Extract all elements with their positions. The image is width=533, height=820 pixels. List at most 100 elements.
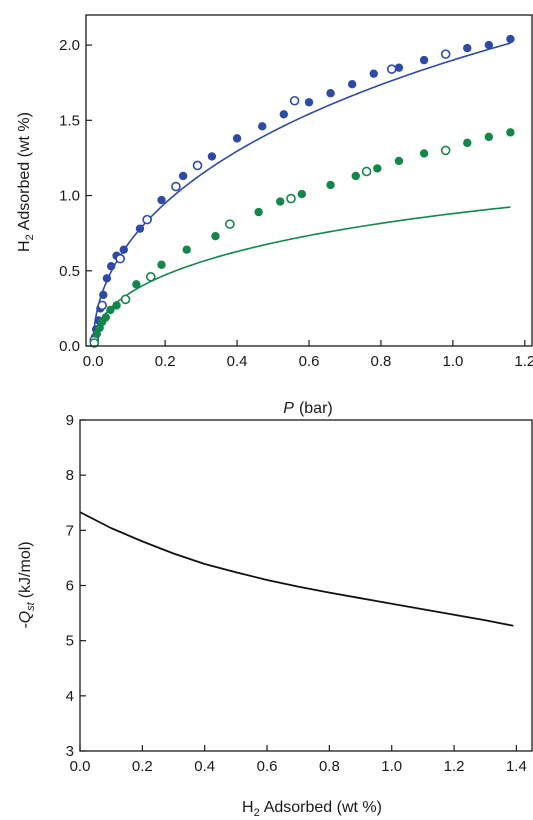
- isotherm-panel: 0.0 0.2 0.4 0.6 0.8 1.0 1.2 0.0 0.5 1.0 1.5 2.0 P (b…: [16, 14, 533, 417]
- blue-fit-curve: [93, 42, 511, 331]
- green-filled-point: [101, 313, 110, 322]
- green-filled-point: [394, 156, 404, 166]
- qst-y-tick-label: 8: [66, 467, 74, 484]
- qst-y-tick-label: 3: [66, 743, 74, 760]
- qst-y-tick-label: 9: [66, 412, 74, 429]
- qst-x-axis-label: Adsorbed (wt %): [264, 799, 382, 816]
- blue-open-point: [142, 214, 152, 225]
- blue-open-point: [171, 181, 181, 192]
- blue-open-point: [289, 95, 300, 106]
- blue-filled-point: [157, 195, 166, 205]
- green-open-point: [89, 338, 100, 348]
- green-filled-point: [419, 149, 429, 158]
- qst-x-tick-label: 0.0: [70, 758, 91, 775]
- blue-filled-point: [463, 43, 472, 53]
- qst-y-axis-symbol: -Q: [17, 611, 34, 629]
- green-filled-point: [157, 260, 166, 269]
- blue-filled-point: [394, 63, 404, 72]
- blue-filled-point: [106, 262, 116, 271]
- qst-y-axis-label: (kJ/mol): [17, 541, 34, 598]
- blue-filled-point: [347, 80, 357, 89]
- green-filled-point: [132, 280, 141, 289]
- green-open-point: [361, 166, 372, 177]
- isotherm-y-tick-label: 2.0: [59, 37, 80, 54]
- qst-y-tick-label: 7: [66, 522, 74, 539]
- green-filled-point: [506, 128, 515, 137]
- isotherm-y-axis-subscript: 2: [24, 234, 36, 240]
- isotherm-y-axis-title: H2 Adsorbed (wt %): [16, 112, 36, 252]
- blue-filled-point: [369, 69, 378, 78]
- isotherm-y-tick-label: 1.0: [59, 188, 80, 205]
- isotherm-x-axis-title: P (bar): [283, 400, 332, 417]
- isotherm-x-tick-label: 0.2: [155, 353, 176, 370]
- isotherm-x-tick-label: 1.0: [442, 353, 463, 370]
- isotherm-x-tick-label: 0.8: [371, 353, 392, 370]
- green-filled-point: [211, 231, 220, 241]
- green-open-point: [145, 271, 156, 282]
- qst-plot-frame: [79, 419, 533, 752]
- green-open-point: [286, 193, 296, 204]
- isotherm-y-tick-label: 1.5: [59, 112, 80, 129]
- blue-filled-point: [102, 274, 112, 283]
- blue-filled-point: [304, 98, 314, 107]
- qst-x-tick-label: 0.4: [194, 758, 215, 775]
- qst-x-axis-subscript: 2: [254, 807, 260, 819]
- qst-panel: 0.0 0.2 0.4 0.6 0.8 1.0 1.2 1.4 3 4 5 6 7 8 9 H2 Adsorb…: [17, 412, 533, 819]
- isotherm-x-tick-label: 0.0: [83, 353, 104, 370]
- blue-filled-point: [258, 122, 267, 131]
- green-filled-point: [373, 164, 382, 173]
- qst-y-axis-subscript: st: [25, 601, 37, 611]
- green-filled-point: [326, 180, 335, 190]
- blue-filled-point: [119, 245, 128, 254]
- isotherm-plot-frame: [85, 14, 533, 347]
- isotherm-x-axis-label: (bar): [299, 400, 333, 417]
- qst-y-tick-label: 6: [66, 578, 74, 595]
- green-filled-point: [276, 197, 285, 206]
- green-filled-point: [484, 132, 494, 142]
- qst-x-tick-label: 1.4: [506, 758, 527, 775]
- green-filled-point: [112, 301, 121, 310]
- isotherm-y-tick-label: 0.5: [59, 263, 80, 280]
- blue-filled-point: [506, 34, 515, 44]
- qst-x-tick-label: 1.2: [444, 758, 465, 775]
- isotherm-y-tick-label: 0.0: [59, 338, 80, 355]
- qst-x-axis-symbol: H: [242, 799, 254, 816]
- isotherm-y-axis-symbol: H: [16, 240, 33, 252]
- blue-filled-point: [232, 134, 242, 143]
- isotherm-x-tick-label: 0.6: [299, 353, 320, 370]
- qst-y-tick-label: 5: [66, 633, 74, 650]
- green-filled-point: [182, 245, 191, 254]
- blue-filled-point: [207, 152, 217, 161]
- qst-curve: [79, 511, 514, 627]
- green-fit-curve: [93, 206, 511, 338]
- blue-open-point: [386, 64, 397, 74]
- green-open-point: [225, 219, 235, 229]
- blue-open-point: [97, 300, 107, 311]
- qst-x-tick-label: 1.0: [381, 758, 402, 775]
- blue-filled-point: [178, 171, 188, 181]
- green-filled-point: [106, 305, 115, 315]
- qst-x-tick-label: 0.6: [257, 758, 278, 775]
- isotherm-x-tick-label: 1.2: [514, 353, 533, 370]
- blue-filled-point: [99, 290, 108, 300]
- green-open-point: [120, 294, 131, 305]
- isotherm-y-axis-label: Adsorbed (wt %): [16, 112, 33, 230]
- green-filled-point: [254, 207, 263, 217]
- qst-y-tick-label: 4: [66, 688, 74, 705]
- blue-filled-point: [419, 55, 429, 65]
- qst-y-axis-title: -Qst (kJ/mol): [17, 541, 37, 628]
- green-open-point: [440, 145, 451, 156]
- blue-filled-point: [326, 89, 335, 98]
- green-filled-point: [463, 138, 472, 148]
- green-filled-point: [351, 171, 360, 181]
- blue-filled-point: [279, 110, 289, 119]
- blue-open-point: [440, 49, 451, 59]
- isotherm-x-axis-symbol: P: [283, 400, 294, 417]
- green-filled-point: [297, 189, 307, 199]
- blue-filled-point: [135, 224, 145, 233]
- blue-open-point: [115, 253, 125, 264]
- qst-x-tick-label: 0.2: [132, 758, 153, 775]
- isotherm-x-tick-label: 0.4: [227, 353, 248, 370]
- qst-x-tick-label: 0.8: [319, 758, 340, 775]
